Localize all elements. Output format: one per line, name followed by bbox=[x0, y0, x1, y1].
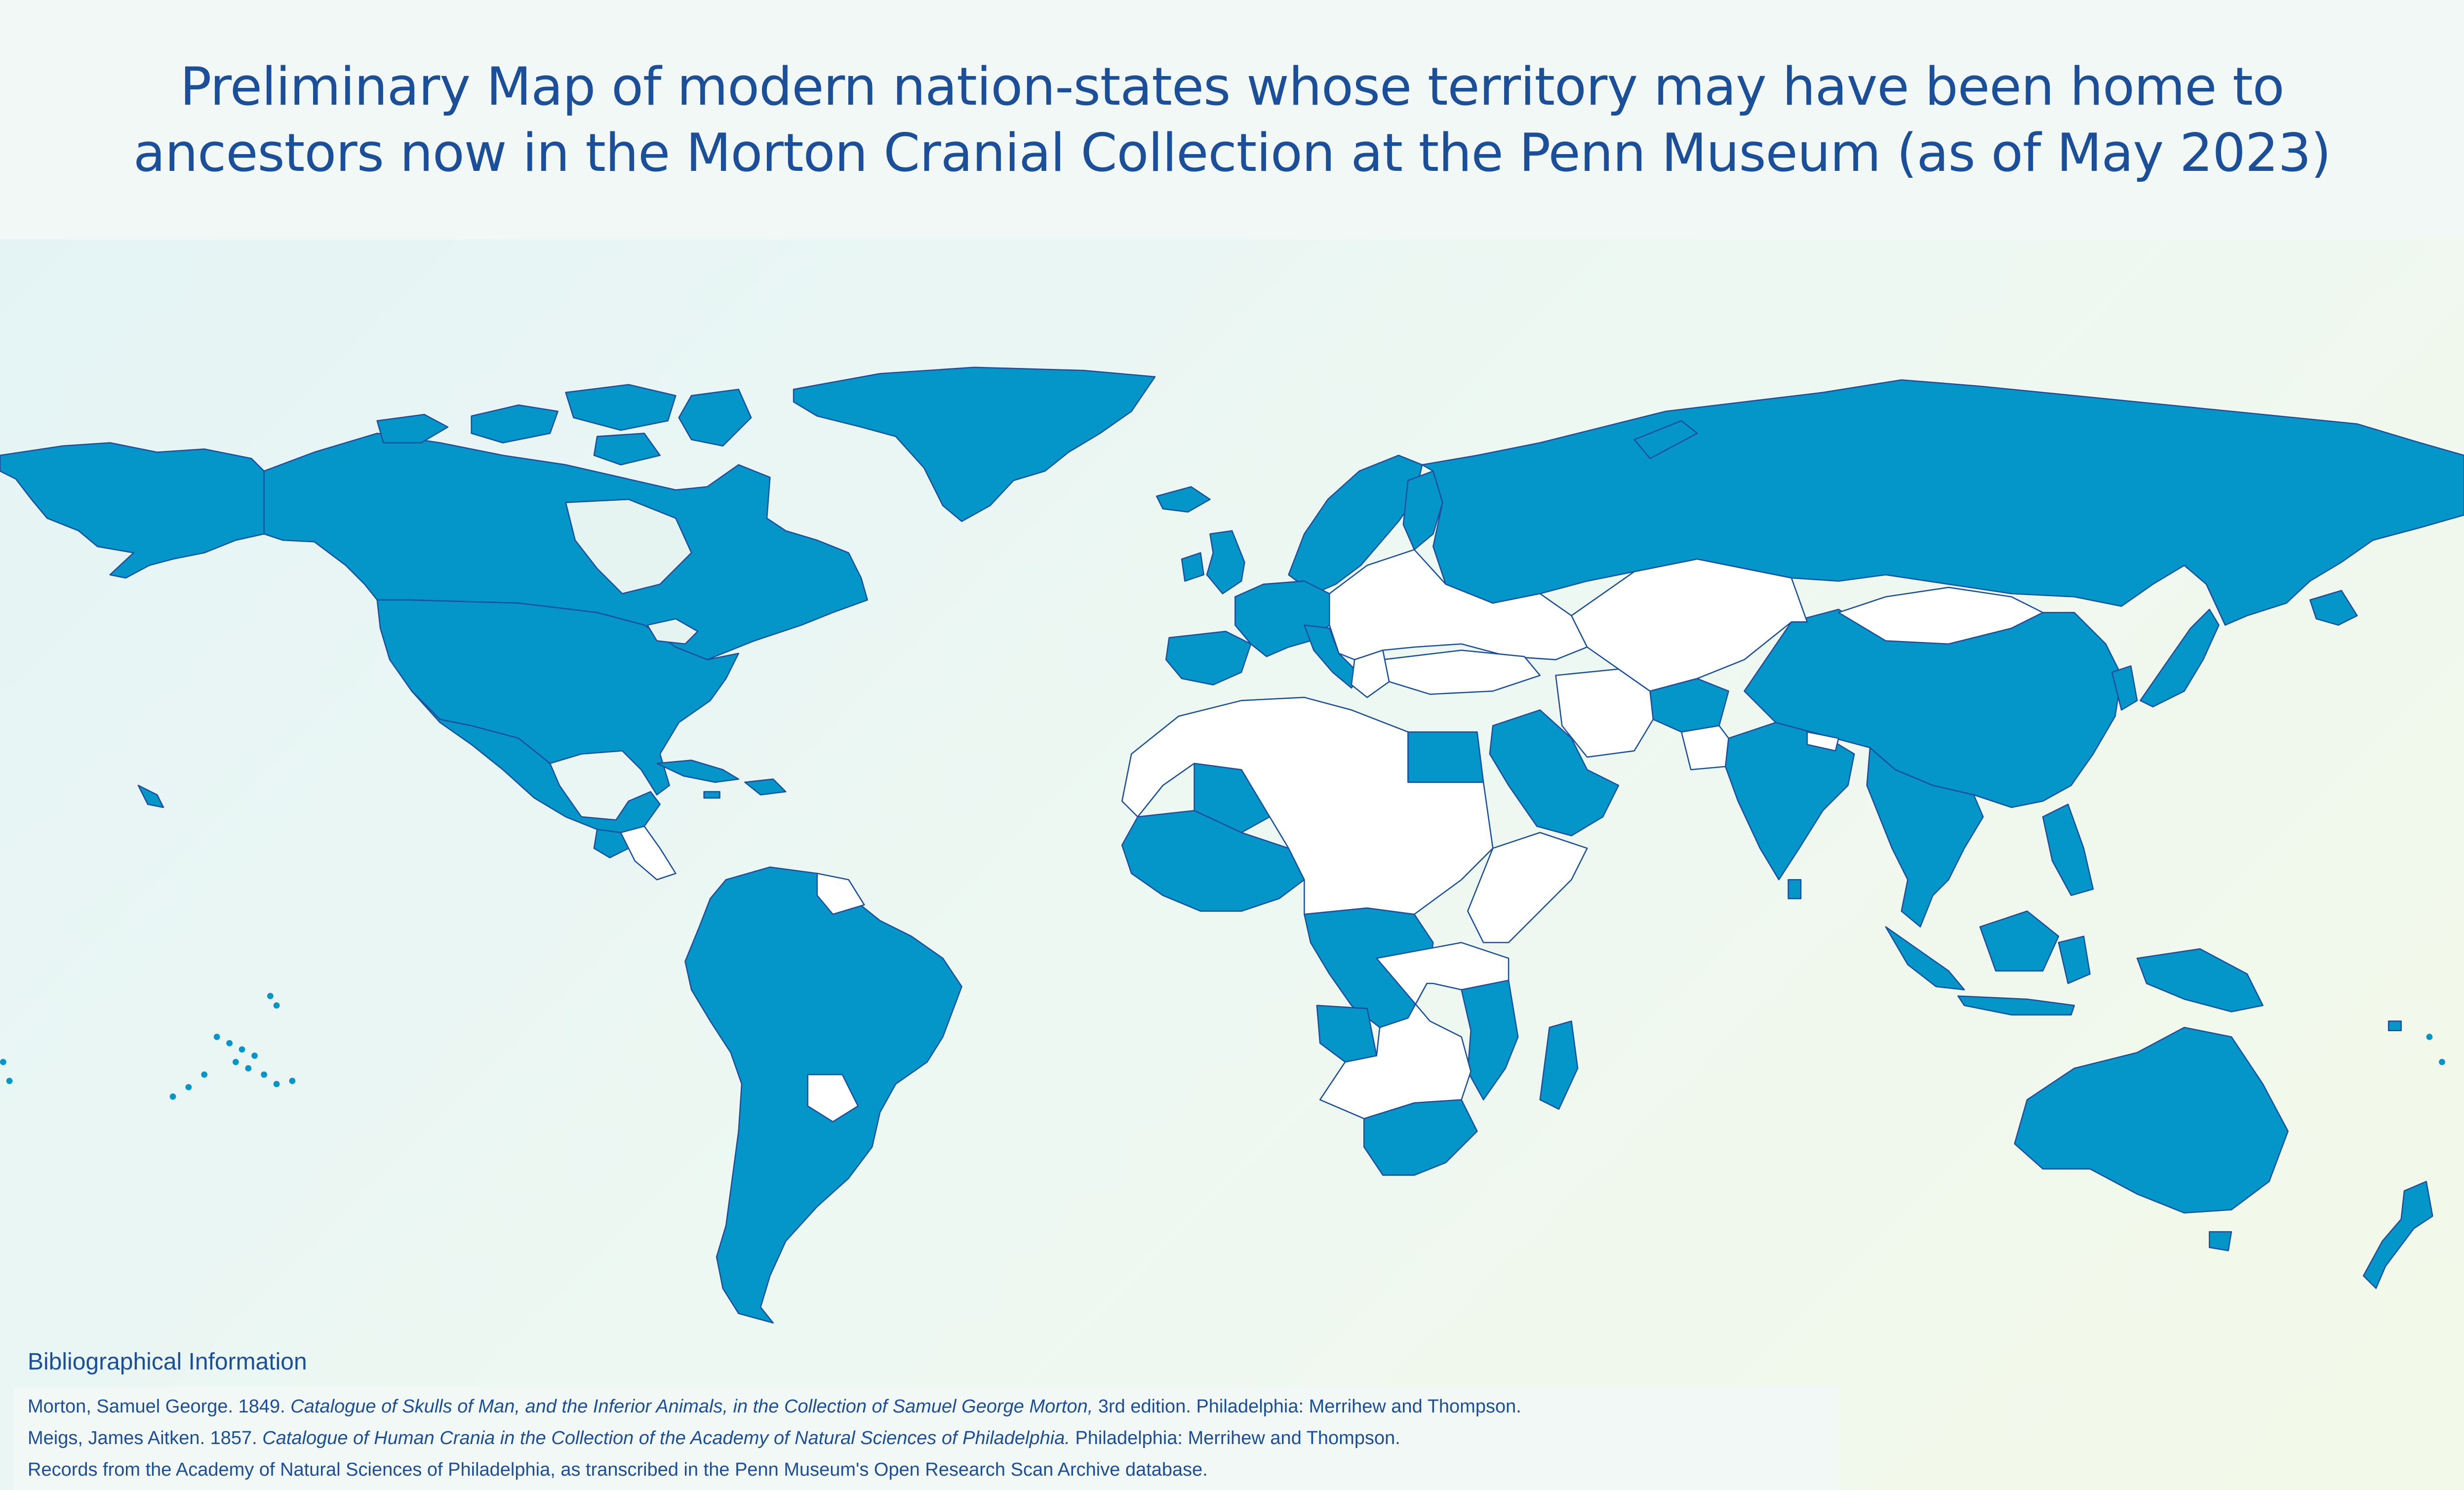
region-new-guinea bbox=[2136, 948, 2264, 1012]
region-east-africa bbox=[1461, 979, 1519, 1101]
pacific-island bbox=[6, 1078, 13, 1084]
region-north-africa bbox=[1121, 696, 1494, 915]
region-canada-arctic-1 bbox=[471, 404, 559, 443]
pacific-island bbox=[213, 1034, 220, 1040]
pacific-island bbox=[251, 1052, 258, 1059]
pacific-island bbox=[0, 1059, 6, 1065]
pacific-island bbox=[289, 1078, 296, 1084]
region-egypt bbox=[1407, 731, 1484, 783]
pacific-island bbox=[201, 1071, 208, 1078]
bibliography-entry-meigs: Meigs, James Aitken. 1857. Catalogue of … bbox=[28, 1422, 1838, 1454]
region-hispaniola bbox=[744, 778, 787, 796]
region-canada-arctic-4 bbox=[376, 413, 449, 443]
region-balkans bbox=[1351, 649, 1390, 698]
pacific-island bbox=[273, 1002, 280, 1009]
region-malaysia-indonesia bbox=[1885, 926, 1965, 991]
region-horn-of-africa bbox=[1467, 832, 1588, 943]
region-tasmania bbox=[2209, 1231, 2232, 1251]
bibliography-box: Morton, Samuel George. 1849. Catalogue o… bbox=[14, 1387, 1838, 1490]
title-band: Preliminary Map of modern nation-states … bbox=[0, 0, 2464, 240]
bibliography-heading: Bibliographical Information bbox=[28, 1349, 307, 1375]
highlighted-countries bbox=[0, 366, 2464, 1324]
region-ireland bbox=[1181, 552, 1204, 582]
pacific-island bbox=[169, 1093, 176, 1100]
region-mongolia bbox=[1838, 587, 2044, 645]
region-southeast-asia bbox=[1866, 747, 1984, 927]
region-russia-east bbox=[2309, 590, 2358, 626]
region-jamaica bbox=[703, 791, 720, 799]
region-canada-arctic-5 bbox=[593, 433, 661, 466]
region-cuba bbox=[656, 760, 739, 783]
region-central-asia bbox=[1571, 558, 1808, 692]
water-great-lakes bbox=[646, 618, 699, 645]
region-alaska bbox=[0, 442, 265, 579]
region-sulawesi bbox=[2058, 935, 2091, 984]
region-pakistan bbox=[1680, 725, 1729, 770]
region-new-zealand bbox=[2363, 1180, 2433, 1289]
pacific-island bbox=[267, 993, 274, 1000]
pacific-island bbox=[238, 1046, 245, 1053]
region-central-america bbox=[620, 825, 676, 881]
morton-publication: 3rd edition. Philadelphia: Merrihew and … bbox=[1093, 1396, 1521, 1417]
bibliography-entry-records: Records from the Academy of Natural Scie… bbox=[28, 1459, 1208, 1480]
map-title-line-2: ancestors now in the Morton Cranial Coll… bbox=[133, 122, 2331, 183]
map-title-line-1: Preliminary Map of modern nation-states … bbox=[180, 56, 2284, 117]
region-greenland bbox=[793, 366, 1156, 522]
pacific-island bbox=[273, 1081, 280, 1087]
non-highlighted-countries bbox=[620, 549, 2044, 1123]
region-sri-lanka bbox=[1788, 879, 1802, 899]
world-map-svg bbox=[0, 366, 2464, 1324]
region-madagascar bbox=[1539, 1020, 1579, 1110]
region-sumatra-java bbox=[1957, 995, 2075, 1016]
region-fiji bbox=[2387, 1020, 2402, 1032]
region-borneo bbox=[1979, 910, 2060, 972]
region-philippines bbox=[2042, 804, 2094, 896]
region-korea bbox=[2111, 665, 2138, 711]
pacific-island bbox=[232, 1059, 239, 1065]
bibliography-entry-morton: Morton, Samuel George. 1849. Catalogue o… bbox=[28, 1391, 1838, 1422]
pacific-island-dots bbox=[0, 993, 2445, 1100]
meigs-publication: Philadelphia: Merrihew and Thompson. bbox=[1070, 1428, 1400, 1449]
region-canada-arctic-3 bbox=[678, 389, 752, 447]
water-hudson-bay bbox=[565, 498, 692, 595]
region-mexico bbox=[411, 690, 661, 834]
region-guatemala bbox=[593, 829, 630, 858]
region-eastern-europe bbox=[1329, 549, 1588, 660]
region-angola bbox=[1316, 1005, 1378, 1063]
region-paraguay bbox=[807, 1074, 859, 1123]
region-canada-arctic-2 bbox=[565, 384, 676, 431]
world-map bbox=[0, 240, 2464, 1490]
region-japan bbox=[2140, 608, 2220, 708]
morton-author: Morton, Samuel George. 1849. bbox=[28, 1396, 291, 1417]
region-australia bbox=[2014, 1027, 2289, 1214]
region-iberia bbox=[1165, 631, 1252, 685]
meigs-title: Catalogue of Human Crania in the Collect… bbox=[262, 1428, 1070, 1449]
pacific-island bbox=[245, 1065, 252, 1072]
region-turkey bbox=[1382, 649, 1541, 695]
region-guianas bbox=[816, 873, 865, 915]
region-hawaii bbox=[137, 785, 164, 808]
region-southern-africa bbox=[1319, 942, 1510, 1120]
pacific-island bbox=[185, 1084, 192, 1090]
region-canada bbox=[263, 433, 868, 660]
pacific-island bbox=[261, 1071, 268, 1078]
region-uk bbox=[1206, 530, 1245, 595]
pacific-island bbox=[2426, 1034, 2433, 1040]
pacific-island bbox=[226, 1040, 233, 1047]
pacific-island bbox=[2439, 1059, 2445, 1065]
region-iceland bbox=[1155, 486, 1211, 513]
region-nepal bbox=[1806, 731, 1839, 752]
region-saudi-arabia bbox=[1489, 709, 1620, 837]
morton-title: Catalogue of Skulls of Man, and the Infe… bbox=[290, 1396, 1093, 1417]
meigs-author: Meigs, James Aitken. 1857. bbox=[28, 1428, 263, 1449]
region-novaya-zemlya bbox=[1633, 420, 1698, 459]
